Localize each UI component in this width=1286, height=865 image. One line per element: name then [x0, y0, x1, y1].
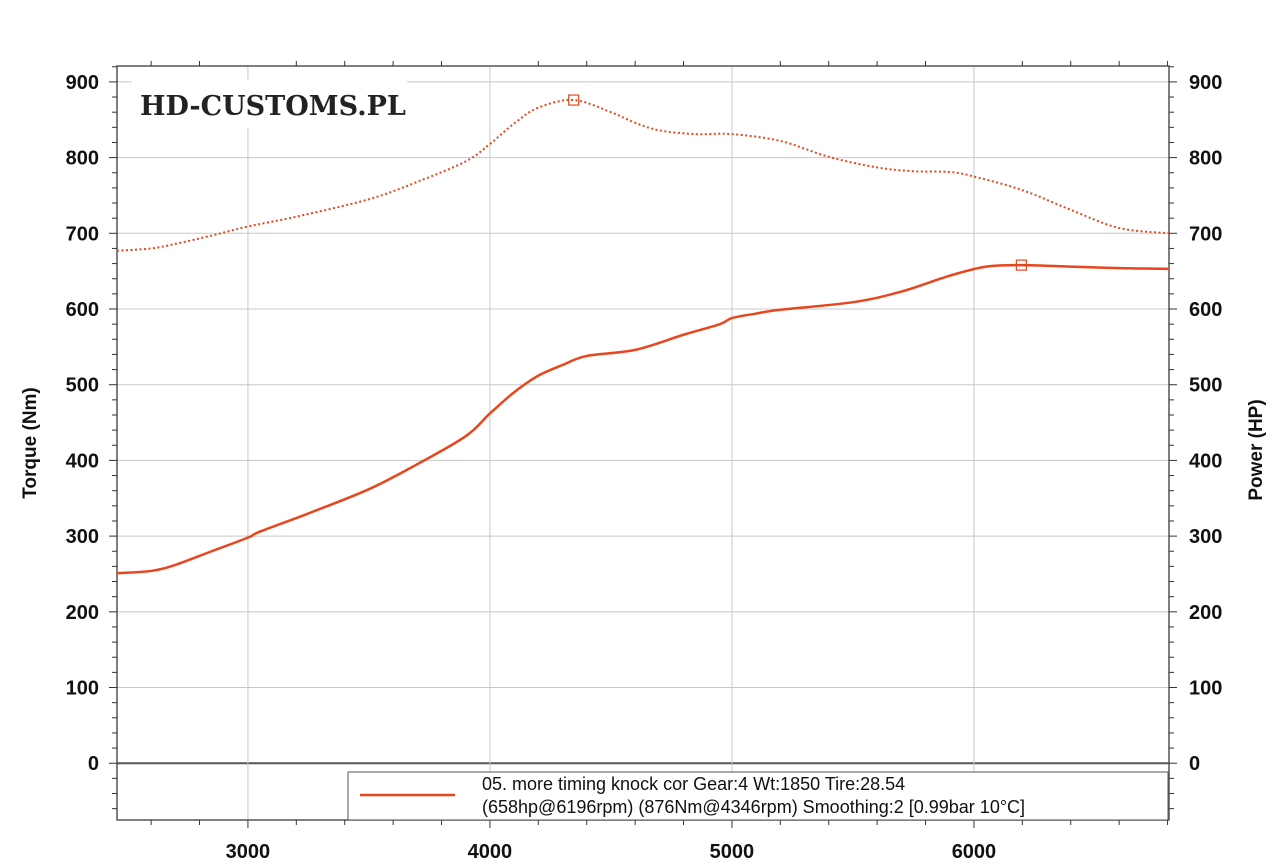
- peak-marker: [1015, 259, 1027, 271]
- tick-labels: 0 0 100 100 200 200 300 300 400 400 500 500 600 600 70…: [66, 72, 1223, 863]
- peak-marker: [568, 94, 580, 106]
- y-tick-label-left: 700: [66, 223, 99, 245]
- y-tick-label-right: 700: [1189, 223, 1222, 245]
- y-axis-right-label: Power (HP): [1246, 399, 1267, 500]
- legend-line-2: (658hp@6196rpm) (876Nm@4346rpm) Smoothin…: [482, 797, 1025, 817]
- y-tick-label-right: 100: [1189, 678, 1222, 700]
- legend-line-1: 05. more timing knock cor Gear:4 Wt:1850…: [482, 774, 905, 794]
- y-tick-label-left: 800: [66, 148, 99, 170]
- series-layer: [116, 94, 1170, 575]
- torque-curve: [116, 99, 1170, 252]
- y-tick-label-left: 300: [66, 526, 99, 548]
- y-tick-label-left: 0: [88, 753, 99, 775]
- power-curve: [116, 263, 1170, 575]
- y-axis-left-label: Torque (Nm): [20, 387, 41, 499]
- y-tick-label-right: 800: [1189, 148, 1222, 170]
- y-tick-label-left: 900: [66, 72, 99, 94]
- y-tick-label-left: 400: [66, 450, 99, 472]
- legend-box: [347, 771, 1169, 821]
- axis-ticks: [109, 61, 1177, 828]
- y-tick-label-left: 600: [66, 299, 99, 321]
- y-tick-label-right: 600: [1189, 299, 1222, 321]
- x-tick-label: 3000: [226, 841, 271, 863]
- y-tick-label-right: 300: [1189, 526, 1222, 548]
- y-tick-label-right: 500: [1189, 375, 1222, 397]
- grid: [117, 66, 1169, 820]
- x-tick-label: 4000: [468, 841, 513, 863]
- watermark-bg: [132, 80, 407, 128]
- y-tick-label-left: 100: [66, 678, 99, 700]
- y-tick-label-right: 200: [1189, 602, 1222, 624]
- x-tick-label: 6000: [952, 841, 997, 863]
- y-tick-label-left: 500: [66, 375, 99, 397]
- y-tick-label-right: 900: [1189, 72, 1222, 94]
- y-tick-label-left: 200: [66, 602, 99, 624]
- x-tick-label: 5000: [710, 841, 755, 863]
- legend: 05. more timing knock cor Gear:4 Wt:1850…: [347, 771, 1169, 821]
- y-tick-label-right: 0: [1189, 753, 1200, 775]
- plot-frame: [116, 65, 1170, 821]
- watermark-logo: HD-CUSTOMS.PL: [140, 91, 406, 122]
- y-tick-label-right: 400: [1189, 450, 1222, 472]
